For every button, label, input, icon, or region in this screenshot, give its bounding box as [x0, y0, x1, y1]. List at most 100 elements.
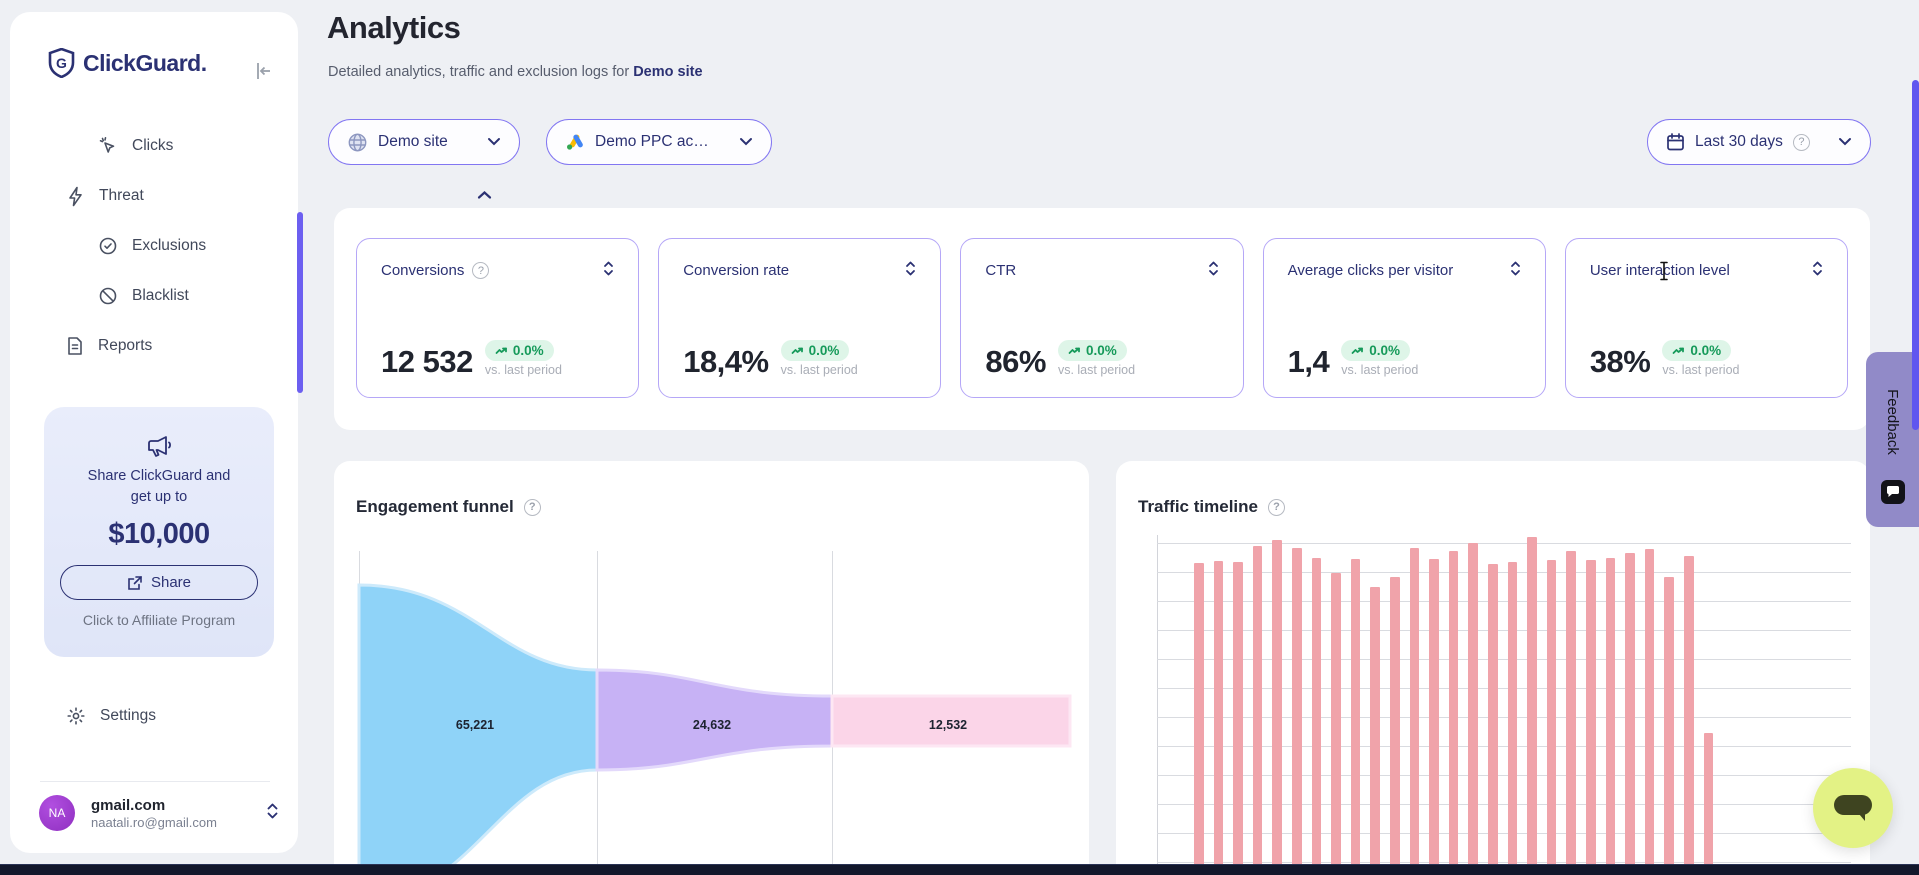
kpi-title: Conversions	[381, 262, 465, 279]
funnel-stage[interactable]	[830, 694, 1072, 748]
sort-icon[interactable]	[1208, 261, 1219, 280]
sidebar-collapse-icon[interactable]	[252, 60, 274, 87]
sort-icon[interactable]	[905, 261, 916, 280]
page-subtitle: Detailed analytics, traffic and exclusio…	[328, 64, 703, 80]
promo-line2: get up to	[130, 489, 188, 506]
share-button[interactable]: Share	[60, 565, 258, 601]
site-selector[interactable]: Demo site	[328, 119, 520, 165]
traffic-bar[interactable]	[1625, 553, 1635, 875]
text-cursor	[1659, 261, 1669, 286]
traffic-bar[interactable]	[1664, 577, 1674, 875]
page-scrollbar[interactable]	[1912, 80, 1919, 430]
traffic-bar[interactable]	[1272, 540, 1282, 875]
traffic-bar[interactable]	[1488, 564, 1498, 875]
change-badge: 0.0%	[1057, 340, 1127, 361]
gear-icon	[66, 706, 86, 726]
sidebar-item-settings[interactable]: Settings	[66, 694, 316, 738]
traffic-bar[interactable]	[1331, 573, 1341, 875]
kpi-panel: Conversions ? 12 532 0.0% vs. last perio…	[334, 208, 1870, 430]
traffic-bar[interactable]	[1566, 551, 1576, 875]
traffic-bar[interactable]	[1194, 563, 1204, 875]
sidebar-item-label: Clicks	[132, 137, 174, 154]
traffic-bar[interactable]	[1703, 733, 1714, 875]
subtitle-site-name: Demo site	[633, 64, 703, 80]
sidebar-divider	[40, 781, 270, 782]
sort-icon[interactable]	[603, 261, 614, 280]
traffic-bar[interactable]	[1370, 587, 1380, 875]
kpi-card-interaction-level: User interaction level 38% 0.0% vs. last…	[1564, 238, 1849, 398]
chat-button[interactable]	[1813, 768, 1893, 848]
traffic-bar[interactable]	[1213, 561, 1224, 875]
traffic-bar[interactable]	[1468, 543, 1478, 875]
traffic-bar[interactable]	[1390, 577, 1400, 875]
help-icon[interactable]: ?	[1792, 133, 1810, 151]
traffic-bar[interactable]	[1429, 559, 1439, 875]
unfold-icon[interactable]	[266, 802, 279, 825]
ppc-account-value: Demo PPC ac…	[595, 133, 709, 150]
timeline-gridline	[1157, 862, 1851, 863]
chat-bubble-icon	[1832, 791, 1874, 825]
chevron-down-icon	[487, 133, 501, 151]
sidebar-item-blacklist[interactable]: Blacklist	[98, 274, 348, 318]
funnel-chart-title: Engagement funnel	[356, 497, 514, 516]
traffic-bar[interactable]	[1233, 562, 1243, 875]
cursor-click-icon	[98, 136, 118, 156]
traffic-bar[interactable]	[1644, 549, 1655, 875]
traffic-bar[interactable]	[1507, 562, 1518, 875]
traffic-bar[interactable]	[1350, 559, 1361, 875]
traffic-bar[interactable]	[1586, 560, 1596, 875]
engagement-funnel-card: Engagement funnel ? 65,221 24,632 12,532	[334, 461, 1089, 875]
traffic-bar[interactable]	[1605, 558, 1616, 875]
sidebar-item-label: Threat	[99, 187, 144, 204]
help-icon[interactable]: ?	[472, 262, 490, 279]
sidebar-item-clicks[interactable]: Clicks	[98, 124, 348, 168]
traffic-bar[interactable]	[1527, 537, 1537, 875]
help-icon[interactable]: ?	[1267, 498, 1285, 516]
sidebar-item-exclusions[interactable]: Exclusions	[98, 224, 348, 268]
ppc-account-selector[interactable]: Demo PPC ac…	[546, 119, 772, 165]
timeline-gridline	[1157, 688, 1851, 689]
sort-icon[interactable]	[1510, 261, 1521, 280]
kpi-value: 38%	[1589, 344, 1651, 379]
traffic-bar[interactable]	[1311, 558, 1322, 875]
clickguard-logo-icon: G	[48, 48, 75, 78]
traffic-bar[interactable]	[1409, 548, 1420, 875]
kpi-title: Average clicks per visitor	[1287, 262, 1454, 279]
svg-text:G: G	[56, 55, 67, 71]
sidebar-scrollbar[interactable]	[297, 212, 303, 393]
sidebar-item-label: Reports	[98, 337, 153, 354]
change-badge: 0.0%	[780, 340, 850, 361]
site-selector-value: Demo site	[378, 133, 448, 150]
affiliate-link[interactable]: Click to Affiliate Program	[82, 612, 236, 629]
engagement-funnel-svg: 65,221 24,632 12,532	[357, 583, 1072, 875]
kpi-card-conversion-rate: Conversion rate 18,4% 0.0% vs. last peri…	[658, 238, 942, 398]
date-range-selector[interactable]: Last 30 days ?	[1647, 119, 1871, 165]
timeline-gridline	[1157, 833, 1851, 834]
traffic-bar[interactable]	[1448, 551, 1459, 875]
traffic-bar[interactable]	[1684, 556, 1694, 875]
kpi-card-ctr: CTR 86% 0.0% vs. last period	[960, 238, 1244, 398]
traffic-bar[interactable]	[1252, 546, 1263, 875]
traffic-bar[interactable]	[1546, 560, 1557, 875]
affiliate-promo-card[interactable]: Share ClickGuard and get up to $10,000 S…	[44, 407, 274, 657]
document-icon	[66, 336, 84, 356]
promo-line1: Share ClickGuard and	[87, 468, 231, 484]
prohibited-icon	[98, 286, 118, 306]
chevron-up-icon[interactable]	[477, 187, 492, 205]
kpi-value: 86%	[985, 344, 1046, 379]
change-badge: 0.0%	[484, 340, 554, 361]
sidebar-item-reports[interactable]: Reports	[66, 324, 316, 368]
help-icon[interactable]: ?	[523, 498, 541, 516]
timeline-gridline	[1157, 543, 1851, 544]
account-switcher[interactable]: NA gmail.com naatali.ro@gmail.com	[39, 795, 279, 831]
sidebar-item-label: Exclusions	[132, 237, 207, 254]
feedback-tab[interactable]: Feedback	[1866, 352, 1919, 527]
kpi-card-avg-clicks: Average clicks per visitor 1,4 0.0% vs. …	[1262, 238, 1546, 398]
funnel-stage-label: 12,532	[929, 718, 967, 732]
sort-icon[interactable]	[1812, 261, 1823, 280]
date-range-value: Last 30 days	[1695, 133, 1783, 150]
traffic-bar[interactable]	[1292, 548, 1302, 875]
trend-up-icon	[1068, 347, 1080, 354]
sidebar-item-label: Blacklist	[132, 287, 189, 304]
sidebar-item-threat[interactable]: Threat	[66, 174, 492, 218]
